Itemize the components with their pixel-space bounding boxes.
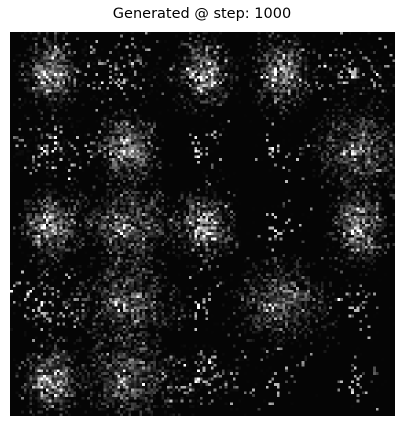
- generated-samples-image: [10, 32, 395, 416]
- generated-samples-grid: [10, 32, 395, 416]
- figure-title: Generated @ step: 1000: [112, 6, 292, 22]
